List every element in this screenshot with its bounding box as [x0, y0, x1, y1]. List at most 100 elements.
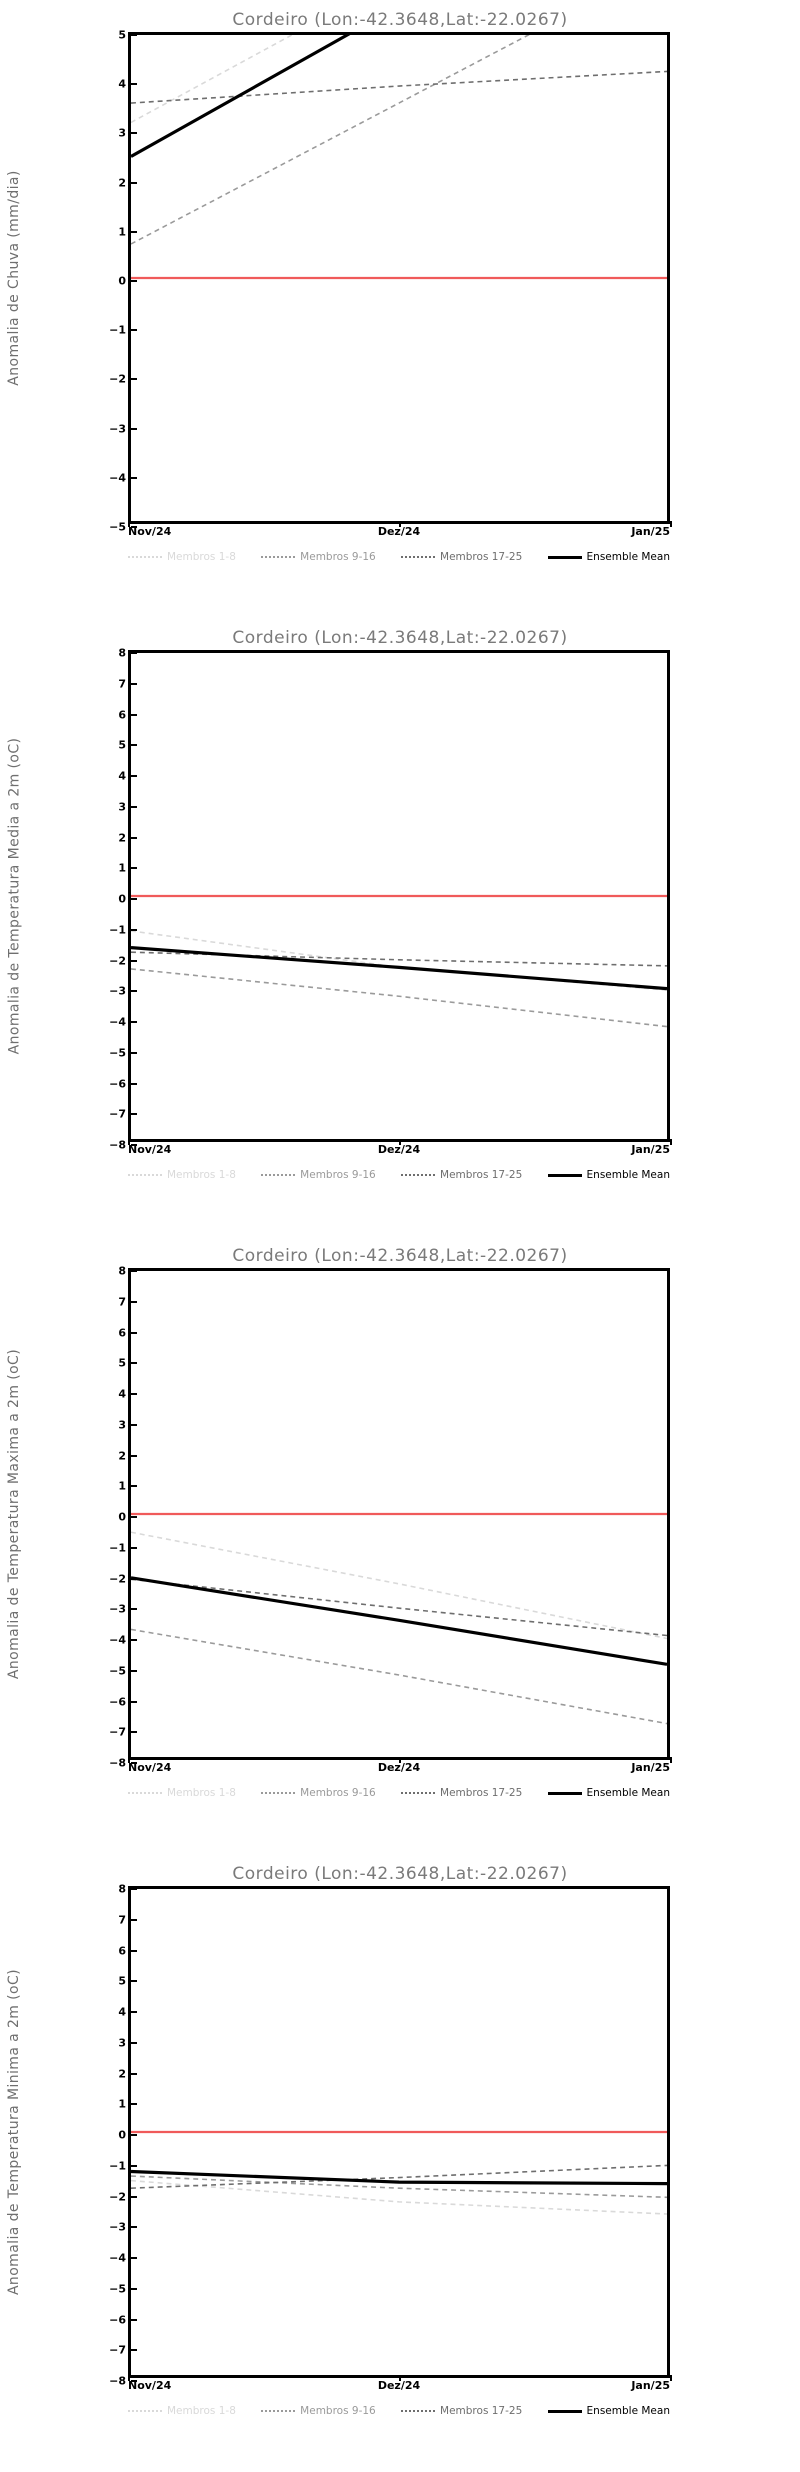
series-line-2	[131, 2175, 667, 2199]
y-tick-mark	[131, 2041, 137, 2044]
y-tick-mark	[131, 181, 137, 184]
y-tick-label: −3	[109, 2220, 126, 2234]
y-tick-mark	[131, 2349, 137, 2352]
y-tick-mark	[131, 378, 137, 381]
y-tick-mark	[131, 1980, 137, 1983]
series-line-4	[131, 946, 667, 991]
y-tick-mark	[131, 928, 137, 931]
legend-item-mean[interactable]: Ensemble Mean	[547, 550, 670, 563]
x-tick-mark	[128, 521, 130, 527]
y-tick-mark	[131, 1144, 137, 1146]
y-tick-mark	[131, 427, 137, 430]
y-tick-label: 5	[118, 1974, 126, 1988]
y-tick-label: −4	[109, 1633, 126, 1647]
y-tick-label: 1	[118, 1479, 126, 1493]
legend-swatch-m1_8	[128, 1174, 162, 1176]
y-tick-mark	[131, 1300, 137, 1303]
y-tick-mark	[131, 1082, 137, 1085]
y-tick-label: 3	[118, 2036, 126, 2050]
legend-label-m17_25: Membros 17-25	[440, 1786, 523, 1799]
y-tick-mark	[131, 959, 137, 962]
legend-item-m17_25[interactable]: Membros 17-25	[401, 552, 522, 563]
y-tick-label: 3	[118, 800, 126, 814]
legend-item-m1_8[interactable]: Membros 1-8	[128, 1170, 236, 1181]
y-tick-label: −7	[109, 1725, 126, 1739]
y-tick-label: 5	[118, 738, 126, 752]
series-line-4	[131, 35, 351, 158]
y-tick-label: −3	[109, 422, 126, 436]
y-tick-mark	[131, 2195, 137, 2198]
chart-panel-precip: Cordeiro (Lon:-42.3648,Lat:-22.0267) Anom…	[0, 0, 800, 618]
legend-item-m9_16[interactable]: Membros 9-16	[261, 1788, 376, 1799]
chart-panel-tmed: Cordeiro (Lon:-42.3648,Lat:-22.0267) Anom…	[0, 618, 800, 1236]
y-tick-mark	[131, 83, 137, 86]
y-tick-label: −2	[109, 1572, 126, 1585]
legend-item-m9_16[interactable]: Membros 9-16	[261, 2406, 376, 2417]
x-tick-mark	[670, 1757, 672, 1763]
y-tick-label: −4	[109, 2251, 126, 2265]
y-tick-mark	[131, 990, 137, 993]
y-tick-mark	[131, 1113, 137, 1116]
y-tick-label: −1	[109, 2159, 126, 2173]
y-tick-label: −8	[109, 1138, 126, 1152]
plot-area: 5 4 3 2 1 0 −1 −2 −3 −4 −5	[109, 30, 670, 533]
y-tick-mark	[131, 867, 137, 870]
y-tick-mark	[131, 2226, 137, 2229]
y-tick-mark	[131, 898, 137, 900]
y-tick-mark	[131, 2318, 137, 2321]
legend-item-mean[interactable]: Ensemble Mean	[547, 1788, 670, 1799]
legend-item-m17_25[interactable]: Membros 17-25	[401, 2406, 522, 2417]
series-line-1	[131, 2179, 667, 2215]
panel-title: Cordeiro (Lon:-42.3648,Lat:-22.0267)	[232, 628, 568, 648]
y-tick-label: −8	[109, 1756, 126, 1770]
y-tick-label: −7	[109, 1107, 126, 1121]
legend-label-m9_16: Membros 9-16	[300, 2404, 376, 2417]
y-tick-label: 6	[118, 708, 126, 721]
y-tick-mark	[131, 1362, 137, 1365]
chart-panel-tmin: Cordeiro (Lon:-42.3648,Lat:-22.0267) Anom…	[0, 1854, 800, 2472]
legend-item-m9_16[interactable]: Membros 9-16	[261, 1170, 376, 1181]
y-tick-mark	[131, 230, 137, 233]
legend-label-mean: Ensemble Mean	[586, 550, 670, 563]
legend-item-m17_25[interactable]: Membros 17-25	[401, 1170, 522, 1181]
chart-legend: Membros 1-8 Membros 9-16 Membros 17-25 Ense…	[128, 548, 670, 566]
legend-label-mean: Ensemble Mean	[586, 2404, 670, 2417]
chart-legend: Membros 1-8 Membros 9-16 Membros 17-25 Ense…	[128, 2402, 670, 2420]
legend-item-m1_8[interactable]: Membros 1-8	[128, 552, 236, 563]
chart-panel-tmax: Cordeiro (Lon:-42.3648,Lat:-22.0267) Anom…	[0, 1236, 800, 1854]
y-tick-mark	[131, 1485, 137, 1488]
x-tick-label: Nov/24	[128, 525, 172, 538]
y-tick-mark	[131, 34, 137, 36]
series-line-3	[131, 70, 667, 104]
y-tick-mark	[131, 775, 137, 777]
x-tick-label: Dez/24	[377, 2379, 421, 2392]
legend-item-m17_25[interactable]: Membros 17-25	[401, 1788, 522, 1799]
legend-item-mean[interactable]: Ensemble Mean	[547, 2404, 670, 2417]
legend-label-m1_8: Membros 1-8	[167, 550, 236, 563]
y-tick-mark	[131, 1608, 137, 1611]
y-tick-label: −2	[109, 2190, 126, 2203]
legend-item-m1_8[interactable]: Membros 1-8	[128, 2406, 236, 2417]
legend-swatch-m1_8	[128, 2410, 162, 2412]
legend-item-m1_8[interactable]: Membros 1-8	[128, 1788, 236, 1799]
y-tick-mark	[131, 1639, 137, 1641]
y-tick-label: 2	[118, 2067, 126, 2080]
y-tick-mark	[131, 1423, 137, 1426]
y-tick-label: 4	[118, 769, 126, 783]
y-axis-label-text: Anomalia de Temperatura Maxima a 2m (oC)	[6, 1348, 22, 1680]
y-tick-mark	[131, 1021, 137, 1023]
y-tick-mark	[131, 526, 137, 528]
x-tick-label: Jan/25	[631, 1143, 670, 1156]
y-tick-label: −5	[109, 2282, 126, 2296]
legend-item-mean[interactable]: Ensemble Mean	[547, 1170, 670, 1181]
plot-area: 8 7 6 5 4 3 2 1 0 −1 −2 −3 −4 −5 −6 −7 −8	[109, 1884, 670, 2387]
legend-label-m9_16: Membros 9-16	[300, 1786, 376, 1799]
y-tick-label: −1	[109, 1541, 126, 1555]
y-tick-label: 1	[118, 2097, 126, 2111]
series-line-3	[131, 2164, 667, 2189]
legend-item-m9_16[interactable]: Membros 9-16	[261, 552, 376, 563]
y-tick-label: 5	[118, 28, 126, 42]
legend-swatch-mean	[547, 1173, 582, 1177]
chart-legend: Membros 1-8 Membros 9-16 Membros 17-25 Ense…	[128, 1166, 670, 1184]
